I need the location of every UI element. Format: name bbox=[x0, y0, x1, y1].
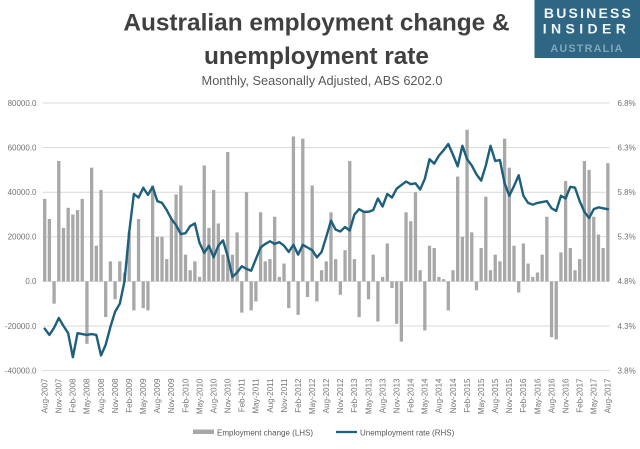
svg-text:Nov-2011: Nov-2011 bbox=[280, 378, 289, 413]
svg-text:4.3%: 4.3% bbox=[618, 322, 636, 331]
svg-text:Aug-2016: Aug-2016 bbox=[547, 378, 556, 413]
svg-text:May-2014: May-2014 bbox=[421, 378, 430, 414]
svg-text:unemployment rate: unemployment rate bbox=[204, 43, 429, 70]
svg-text:May-2009: May-2009 bbox=[139, 378, 148, 414]
svg-text:Aug-2009: Aug-2009 bbox=[153, 378, 162, 413]
svg-text:Aug-2007: Aug-2007 bbox=[41, 378, 50, 413]
svg-text:Feb-2008: Feb-2008 bbox=[69, 378, 78, 413]
svg-text:Nov-2016: Nov-2016 bbox=[561, 378, 570, 413]
svg-text:Aug-2010: Aug-2010 bbox=[209, 378, 218, 413]
svg-text:6.8%: 6.8% bbox=[618, 99, 636, 108]
svg-text:Nov-2012: Nov-2012 bbox=[336, 378, 345, 413]
svg-text:May-2012: May-2012 bbox=[308, 378, 317, 414]
svg-text:Employment change (LHS): Employment change (LHS) bbox=[217, 429, 313, 438]
svg-text:Feb-2011: Feb-2011 bbox=[238, 378, 247, 412]
svg-text:60000.0: 60000.0 bbox=[8, 143, 37, 152]
svg-text:May-2016: May-2016 bbox=[533, 378, 542, 414]
svg-text:3.8%: 3.8% bbox=[618, 366, 636, 375]
svg-text:-40000.0: -40000.0 bbox=[5, 366, 37, 375]
svg-text:Feb-2016: Feb-2016 bbox=[519, 378, 528, 413]
svg-text:-20000.0: -20000.0 bbox=[5, 322, 37, 331]
svg-text:Australian employment change &: Australian employment change & bbox=[123, 10, 509, 37]
svg-text:Nov-2009: Nov-2009 bbox=[167, 378, 176, 413]
svg-text:Aug-2015: Aug-2015 bbox=[491, 378, 500, 413]
svg-text:Nov-2013: Nov-2013 bbox=[392, 378, 401, 413]
svg-text:May-2015: May-2015 bbox=[477, 378, 486, 414]
svg-text:4.8%: 4.8% bbox=[618, 277, 636, 286]
svg-text:80000.0: 80000.0 bbox=[8, 99, 37, 108]
svg-text:Nov-2010: Nov-2010 bbox=[224, 378, 233, 413]
svg-text:Aug-2008: Aug-2008 bbox=[97, 378, 106, 413]
svg-text:Aug-2012: Aug-2012 bbox=[322, 378, 331, 413]
svg-text:40000.0: 40000.0 bbox=[8, 188, 37, 197]
svg-text:6.3%: 6.3% bbox=[618, 143, 636, 152]
svg-text:Aug-2014: Aug-2014 bbox=[435, 378, 444, 413]
svg-text:INSIDER: INSIDER bbox=[543, 21, 631, 37]
svg-text:0.0: 0.0 bbox=[25, 277, 37, 286]
svg-text:5.3%: 5.3% bbox=[618, 233, 636, 242]
svg-text:Feb-2010: Feb-2010 bbox=[181, 378, 190, 413]
svg-text:Aug-2011: Aug-2011 bbox=[266, 378, 275, 413]
svg-text:May-2011: May-2011 bbox=[252, 378, 261, 414]
svg-text:20000.0: 20000.0 bbox=[8, 233, 37, 242]
svg-text:Monthly, Seasonally Adjusted,: Monthly, Seasonally Adjusted, ABS 6202.0 bbox=[202, 73, 443, 88]
svg-text:May-2010: May-2010 bbox=[195, 378, 204, 414]
svg-text:May-2013: May-2013 bbox=[364, 378, 373, 414]
svg-text:Feb-2013: Feb-2013 bbox=[350, 378, 359, 413]
svg-text:May-2017: May-2017 bbox=[590, 378, 599, 414]
svg-text:Feb-2009: Feb-2009 bbox=[125, 378, 134, 413]
svg-text:Nov-2008: Nov-2008 bbox=[111, 378, 120, 413]
svg-text:Feb-2012: Feb-2012 bbox=[294, 378, 303, 413]
svg-text:Feb-2015: Feb-2015 bbox=[463, 378, 472, 413]
svg-text:AUSTRALIA: AUSTRALIA bbox=[550, 43, 623, 55]
svg-text:BUSINESS: BUSINESS bbox=[544, 5, 633, 21]
svg-text:Nov-2007: Nov-2007 bbox=[55, 378, 64, 413]
svg-text:Nov-2015: Nov-2015 bbox=[505, 378, 514, 413]
svg-text:Unemployment rate (RHS): Unemployment rate (RHS) bbox=[360, 429, 455, 438]
svg-text:May-2008: May-2008 bbox=[83, 378, 92, 414]
svg-text:Nov-2014: Nov-2014 bbox=[449, 378, 458, 413]
svg-text:Aug-2017: Aug-2017 bbox=[604, 378, 613, 413]
svg-text:Feb-2014: Feb-2014 bbox=[407, 378, 416, 413]
svg-text:5.8%: 5.8% bbox=[618, 188, 636, 197]
svg-text:Feb-2017: Feb-2017 bbox=[576, 378, 585, 413]
svg-text:Aug-2013: Aug-2013 bbox=[378, 378, 387, 413]
